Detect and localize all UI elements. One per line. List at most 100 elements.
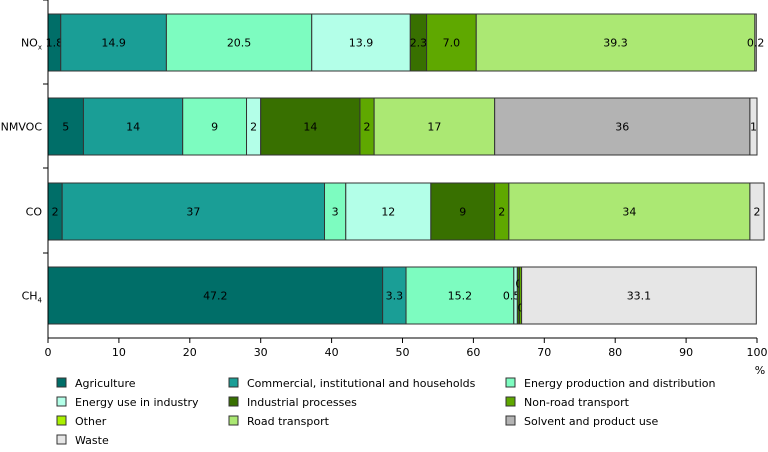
axes-layer: NOx NMVOC CO CH4 0 10 20 30 40 50 60 70 80 90 100 — [1, 0, 768, 359]
data-label: 1 — [750, 121, 757, 134]
legend-item: Waste — [56, 434, 109, 447]
legend-label: Non-road transport — [524, 396, 630, 409]
legend-label: Other — [75, 415, 107, 428]
legend-item: Other — [56, 415, 107, 428]
bar-segment — [475, 13, 756, 72]
x-tick-label: 70 — [537, 346, 551, 359]
data-label: 9 — [459, 206, 466, 219]
data-label: 2 — [498, 206, 505, 219]
data-label: 0.2 — [747, 37, 765, 50]
bar-segment — [405, 266, 515, 325]
bar-group-nox: 1.8 14.9 20.5 13.9 2.3 7.0 39.3 0.2 — [46, 13, 765, 72]
data-label: 14.9 — [101, 37, 126, 50]
data-label: 2 — [754, 206, 761, 219]
legend-swatch — [505, 396, 516, 407]
data-label: 3.3 — [386, 290, 404, 303]
bar-segment — [182, 97, 248, 156]
x-tick-label: 100 — [747, 346, 768, 359]
legend-item: Industrial processes — [228, 396, 357, 409]
data-label: 34 — [622, 206, 636, 219]
x-axis-unit-label: % — [755, 364, 765, 377]
legend-item: Energy production and distribution — [505, 377, 715, 390]
data-label: 2 — [250, 121, 257, 134]
data-label: 7.0 — [443, 37, 461, 50]
legend-item: Agriculture — [56, 377, 136, 390]
data-label: 39.3 — [603, 37, 628, 50]
bar-segment — [754, 13, 757, 72]
bar-segment — [373, 97, 496, 156]
data-label: 47.2 — [203, 290, 228, 303]
data-label: 17 — [427, 121, 441, 134]
legend-item: Road transport — [228, 415, 330, 428]
legend-label: Waste — [75, 434, 109, 447]
x-tick-label: 20 — [183, 346, 197, 359]
legend-swatch — [56, 434, 67, 445]
bar-segment — [426, 13, 477, 72]
legend-item: Non-road transport — [505, 396, 630, 409]
legend-label: Industrial processes — [247, 396, 357, 409]
y-tick-label: NOx — [21, 37, 42, 52]
y-tick-label: NMVOC — [1, 121, 43, 134]
legend-swatch — [56, 415, 67, 426]
bar-group-ch4: 47.23.315.20.50.30.333.1 — [47, 266, 757, 325]
data-label: 12 — [381, 206, 395, 219]
legend-label: Energy production and distribution — [524, 377, 715, 390]
data-label: 37 — [186, 206, 200, 219]
x-tick-label: 0 — [45, 346, 52, 359]
data-label: 20.5 — [227, 37, 252, 50]
x-tick-label: 80 — [608, 346, 622, 359]
bar-segment — [60, 13, 167, 72]
bar-segment — [61, 182, 326, 241]
bar-group-nmvoc: 5 14 9 2 14 2 17 36 1 — [47, 97, 758, 156]
legend-swatch — [56, 396, 67, 407]
legend-label: Energy use in industry — [75, 396, 199, 409]
y-tick-label: CH4 — [22, 290, 43, 305]
bar-segment — [749, 97, 758, 156]
data-label: 33.1 — [627, 290, 652, 303]
x-tick-label: 40 — [325, 346, 339, 359]
bar-segment — [749, 182, 765, 241]
legend-label: Solvent and product use — [524, 415, 659, 428]
legend-label: Road transport — [247, 415, 330, 428]
data-label: 0.5 — [503, 290, 521, 303]
bars-layer: 1.8 14.9 20.5 13.9 2.3 7.0 39.3 0.25 14 9 2 14 2 17 36… — [46, 13, 765, 325]
legend-swatch — [228, 415, 239, 426]
data-label: 14 — [126, 121, 140, 134]
data-label: 1.8 — [46, 37, 64, 50]
data-label: 13.9 — [349, 37, 374, 50]
bar-group-co: 2 37 3 12 9 2 34 2 — [47, 182, 765, 241]
data-label: 3 — [332, 206, 339, 219]
data-label: 14 — [303, 121, 317, 134]
legend-swatch — [228, 377, 239, 388]
data-label: 15.2 — [448, 290, 473, 303]
bar-segment — [311, 13, 411, 72]
bar-segment — [521, 266, 757, 325]
legend-swatch — [505, 415, 516, 426]
data-label: 5 — [62, 121, 69, 134]
x-tick-label: 60 — [466, 346, 480, 359]
data-label: 2.3 — [410, 37, 428, 50]
x-tick-label: 90 — [679, 346, 693, 359]
legend-label: Agriculture — [75, 377, 136, 390]
data-label: 9 — [211, 121, 218, 134]
bar-segment — [47, 97, 84, 156]
x-tick-label: 50 — [396, 346, 410, 359]
legend-item: Solvent and product use — [505, 415, 659, 428]
x-tick-label: 10 — [112, 346, 126, 359]
legend-swatch — [56, 377, 67, 388]
legend: Agriculture Commercial, institutional and… — [56, 377, 715, 447]
legend-item: Energy use in industry — [56, 396, 199, 409]
legend-label: Commercial, institutional and households — [247, 377, 476, 390]
x-tick-label: 30 — [254, 346, 268, 359]
bar-segment — [508, 182, 751, 241]
bar-segment — [494, 97, 751, 156]
data-label: 2 — [52, 206, 59, 219]
data-label: 2 — [364, 121, 371, 134]
legend-item: Commercial, institutional and households — [228, 377, 476, 390]
y-tick-label: CO — [26, 206, 43, 219]
legend-swatch — [505, 377, 516, 388]
bar-segment — [430, 182, 496, 241]
bar-segment — [345, 182, 432, 241]
legend-swatch — [228, 396, 239, 407]
